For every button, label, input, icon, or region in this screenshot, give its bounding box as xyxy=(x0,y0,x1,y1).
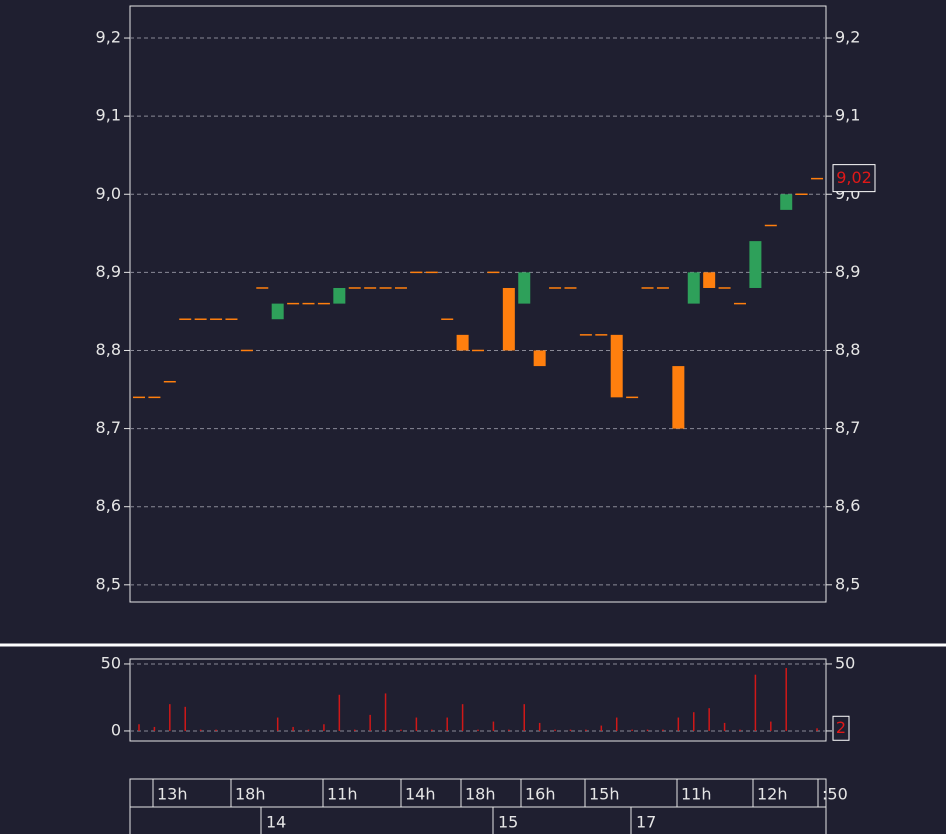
time-label: 15h xyxy=(589,785,620,804)
volume-bar xyxy=(384,693,387,731)
volume-bar xyxy=(199,729,202,731)
volume-bar xyxy=(323,724,325,731)
volume-bar xyxy=(723,722,726,731)
volume-bar xyxy=(215,729,217,731)
volume-bar xyxy=(400,729,402,731)
volume-bar xyxy=(353,729,356,731)
volume-bar xyxy=(307,729,310,731)
time-label: 14h xyxy=(405,785,436,804)
candle-body xyxy=(271,303,284,320)
date-label: 15 xyxy=(498,813,518,832)
y-tick-label: 9,0 xyxy=(96,184,121,203)
volume-bar xyxy=(569,729,572,731)
volume-bar xyxy=(415,717,418,731)
volume-frame xyxy=(129,658,827,742)
time-axis-frame xyxy=(129,778,827,834)
volume-bar xyxy=(461,704,464,731)
volume-bar xyxy=(585,729,587,731)
volume-bar xyxy=(600,725,603,731)
volume-bar xyxy=(693,712,695,731)
volume-bar xyxy=(554,729,556,731)
volume-bar xyxy=(538,722,541,731)
y-tick-label: 9,2 xyxy=(96,28,121,47)
time-label: 18h xyxy=(235,785,266,804)
candle-body xyxy=(672,366,685,429)
volume-bar xyxy=(523,704,525,731)
date-label: 14 xyxy=(266,813,286,832)
last-volume-box xyxy=(832,715,850,741)
y-tick-label: 8,7 xyxy=(835,418,860,437)
candle-body xyxy=(610,334,623,398)
time-label: 16h xyxy=(525,785,556,804)
volume-bar xyxy=(677,717,680,731)
date-label: 17 xyxy=(636,813,656,832)
candle-body xyxy=(780,194,793,210)
time-label: :50 xyxy=(822,785,848,804)
time-label: 18h xyxy=(465,785,496,804)
y-tick-label: 8,5 xyxy=(96,574,121,593)
candle-body xyxy=(687,272,700,304)
y-tick-label: 8,5 xyxy=(835,574,860,593)
candle-body xyxy=(749,241,762,288)
volume-bar xyxy=(754,674,757,731)
volume-bar xyxy=(508,729,510,731)
volume-bar xyxy=(184,706,186,731)
candle-body xyxy=(456,334,469,351)
time-label: 12h xyxy=(757,785,788,804)
time-label: 13h xyxy=(157,785,188,804)
volume-bar xyxy=(338,694,341,731)
volume-bar xyxy=(369,714,371,731)
y-tick-label: 8,6 xyxy=(835,496,860,515)
candle-body xyxy=(533,350,546,367)
volume-bar xyxy=(739,729,741,731)
volume-bar xyxy=(169,704,171,731)
time-label: 11h xyxy=(327,785,358,804)
last-price-label: 9,02 xyxy=(836,168,872,187)
candle-body xyxy=(333,287,346,304)
last-price-box xyxy=(832,164,876,193)
volume-bar xyxy=(770,721,772,731)
candle-body xyxy=(703,272,716,288)
volume-bar xyxy=(615,717,618,731)
y-tick-label: 8,6 xyxy=(96,496,121,515)
y-tick-label: 8,8 xyxy=(835,340,860,359)
y-tick-label: 8,9 xyxy=(835,262,860,281)
volume-bar xyxy=(276,717,279,731)
volume-bar xyxy=(708,708,710,731)
y-tick-label: 8,7 xyxy=(96,418,121,437)
volume-bar xyxy=(816,728,818,731)
volume-bar xyxy=(292,726,294,731)
price-frame xyxy=(129,5,827,603)
last-volume-label: 2 xyxy=(836,718,846,737)
volume-bar xyxy=(446,717,448,731)
volume-bar xyxy=(492,721,495,731)
volume-bar xyxy=(785,667,787,731)
volume-bar xyxy=(153,726,156,731)
volume-bar xyxy=(662,729,664,731)
y-tick-label: 9,1 xyxy=(96,106,121,125)
volume-bar xyxy=(138,724,140,731)
volume-bar xyxy=(431,729,433,731)
volume-bar xyxy=(477,729,479,731)
y-tick-label: 9,1 xyxy=(835,106,860,125)
candle-body xyxy=(518,272,531,304)
time-label: 11h xyxy=(681,785,712,804)
volume-bar xyxy=(631,729,633,731)
y-tick-label: 50 xyxy=(835,653,855,672)
y-tick-label: 8,9 xyxy=(96,262,121,281)
candle-body xyxy=(502,287,515,351)
y-tick-label: 8,8 xyxy=(96,340,121,359)
y-tick-label: 0 xyxy=(111,720,121,739)
volume-bar xyxy=(646,729,649,731)
y-tick-label: 50 xyxy=(101,653,121,672)
y-tick-label: 9,2 xyxy=(835,28,860,47)
